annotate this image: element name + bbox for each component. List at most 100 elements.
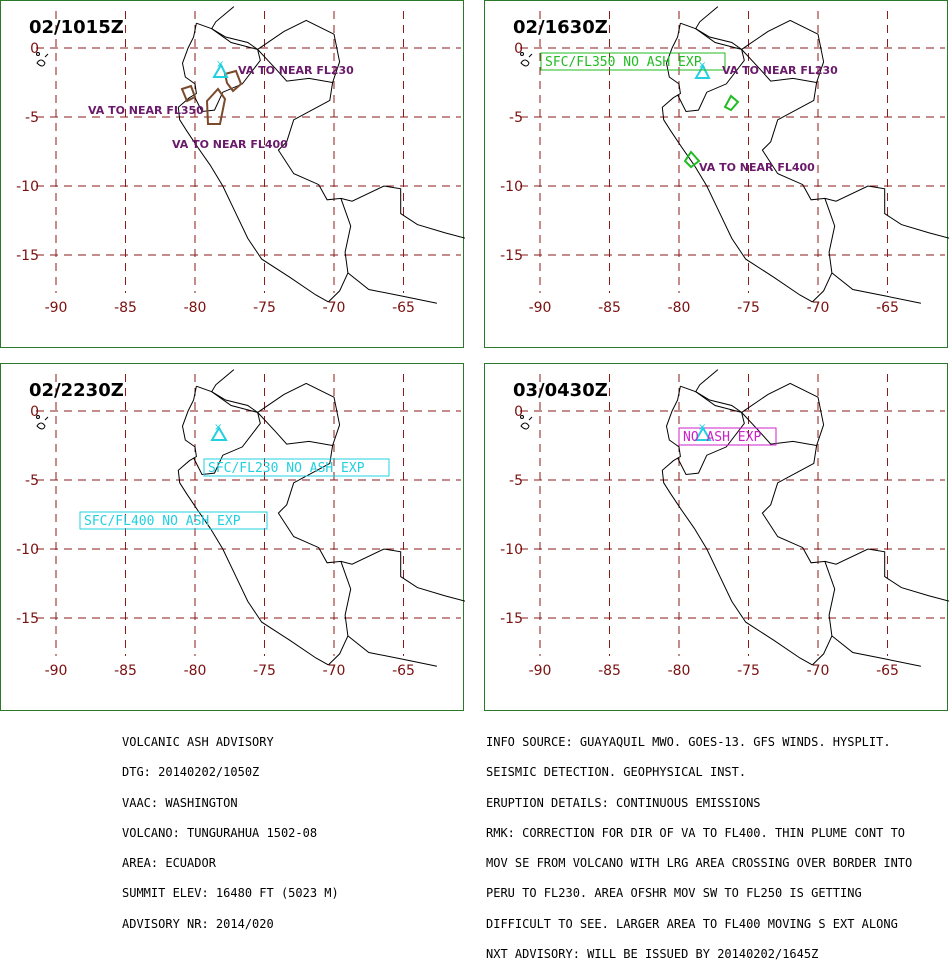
- y-tick-label: -5: [509, 110, 523, 126]
- advisory-remarks: INFO SOURCE: GUAYAQUIL MWO. GOES-13. GFS…: [486, 717, 912, 969]
- y-tick-label: -10: [500, 179, 523, 195]
- no-ash-label: NO ASH EXP: [683, 430, 761, 445]
- y-tick-label: -5: [509, 473, 523, 489]
- map-panel-2: -90 -85 -80 -75 -70 -65 0 -5 -10 -15 × SFC/FL350 …: [484, 0, 949, 348]
- galapagos-icon: [520, 52, 533, 67]
- no-ash-box: [540, 52, 726, 71]
- svg-text:×: ×: [698, 422, 706, 433]
- footer-line: ERUPTION DETAILS: CONTINUOUS EMISSIONS: [486, 795, 761, 810]
- ash-area-green: [683, 150, 701, 169]
- no-ash-box: [678, 427, 777, 446]
- map-2-canvas: -90 -85 -80 -75 -70 -65 0 -5 -10 -15 × SFC/FL350 …: [500, 6, 949, 316]
- map-1-canvas: -90 -85 -80 -75 -70 -65 0 -5 -10 -15 × VA TO NEAR…: [16, 6, 465, 316]
- x-tick-label: -85: [114, 300, 137, 316]
- x-tick-label: -75: [737, 300, 760, 316]
- volcano-triangle-icon: ×: [212, 59, 229, 78]
- no-ash-label: SFC/FL350 NO ASH EXP: [545, 55, 702, 70]
- no-ash-box: [203, 458, 390, 477]
- x-tick-label: -90: [529, 663, 552, 679]
- no-ash-label: SFC/FL400 NO ASH EXP: [84, 514, 241, 529]
- x-tick-label: -70: [323, 300, 346, 316]
- galapagos-icon: [520, 415, 533, 430]
- x-tick-label: -70: [323, 663, 346, 679]
- footer-line: VAAC: WASHINGTON: [122, 795, 238, 810]
- va-label: VA TO NEAR FL400: [172, 138, 288, 151]
- y-tick-label: 0: [30, 41, 39, 57]
- panel-time: 02/2230Z: [29, 380, 124, 401]
- x-tick-label: -75: [253, 300, 276, 316]
- coastline: [661, 6, 949, 304]
- ash-area-fl400: [205, 87, 227, 125]
- ash-area-fl350: [180, 84, 197, 103]
- galapagos-icon: [36, 415, 49, 430]
- panel-time: 03/0430Z: [513, 380, 608, 401]
- svg-text:×: ×: [698, 60, 706, 71]
- y-tick-label: 0: [514, 41, 523, 57]
- x-tick-label: -80: [668, 300, 691, 316]
- map-4-canvas: -90 -85 -80 -75 -70 -65 0 -5 -10 -15 × NO ASH EXP: [500, 369, 949, 679]
- x-tick-label: -90: [45, 300, 68, 316]
- grid-lines: -90 -85 -80 -75 -70 -65 0 -5 -10 -15: [500, 374, 945, 679]
- x-tick-label: -65: [876, 663, 899, 679]
- grid-lines: -90 -85 -80 -75 -70 -65 0 -5 -10 -15: [500, 11, 945, 316]
- x-tick-label: -70: [807, 663, 830, 679]
- y-tick-label: 0: [514, 404, 523, 420]
- volcano-triangle-icon: ×: [694, 60, 711, 79]
- y-tick-label: -5: [25, 110, 39, 126]
- map-panel-3: -90 -85 -80 -75 -70 -65 0 -5 -10 -15 × SFC/FL230 …: [0, 363, 465, 711]
- no-ash-box: [79, 511, 268, 530]
- x-tick-label: -65: [392, 663, 415, 679]
- galapagos-icon: [36, 52, 49, 67]
- y-tick-label: -15: [500, 611, 523, 627]
- coastline: [661, 369, 949, 667]
- va-label: VA TO NEAR FL230: [238, 64, 354, 77]
- x-tick-label: -65: [876, 300, 899, 316]
- va-label: VA TO NEAR FL230: [722, 64, 838, 77]
- map-3-canvas: -90 -85 -80 -75 -70 -65 0 -5 -10 -15 × SFC/FL230 …: [16, 369, 465, 679]
- y-tick-label: -10: [16, 542, 39, 558]
- svg-text:×: ×: [216, 59, 224, 70]
- svg-text:×: ×: [214, 422, 222, 433]
- y-tick-label: -5: [25, 473, 39, 489]
- volcano-triangle-icon: ×: [694, 422, 712, 441]
- grid-lines: -90 -85 -80 -75 -70 -65 0 -5 -10 -15: [16, 11, 461, 316]
- x-tick-label: -70: [807, 300, 830, 316]
- coastline: [177, 6, 465, 304]
- footer-line: VOLCANIC ASH ADVISORY: [122, 735, 274, 749]
- panel-time: 02/1015Z: [29, 17, 124, 38]
- footer-line: DTG: 20140202/1050Z: [122, 765, 260, 780]
- y-tick-label: -15: [16, 248, 39, 264]
- footer-line: SUMMIT ELEV: 16480 FT (5023 M): [122, 886, 339, 901]
- map-panel-1: -90 -85 -80 -75 -70 -65 0 -5 -10 -15 × VA TO NEAR…: [0, 0, 465, 348]
- x-tick-label: -90: [529, 300, 552, 316]
- x-tick-label: -80: [184, 300, 207, 316]
- x-tick-label: -85: [598, 300, 621, 316]
- grid-lines: -90 -85 -80 -75 -70 -65 0 -5 -10 -15: [16, 374, 461, 679]
- footer-line: DIFFICULT TO SEE. LARGER AREA TO FL400 M…: [486, 916, 898, 931]
- x-tick-label: -75: [737, 663, 760, 679]
- y-tick-label: -15: [16, 611, 39, 627]
- coastline: [177, 369, 465, 667]
- footer-line: PERU TO FL230. AREA OFSHR MOV SW TO FL25…: [486, 886, 862, 901]
- footer-line: ADVISORY NR: 2014/020: [122, 916, 274, 931]
- panel-time: 02/1630Z: [513, 17, 608, 38]
- va-label: VA TO NEAR FL350: [88, 104, 204, 117]
- footer-line: MOV SE FROM VOLCANO WITH LRG AREA CROSSI…: [486, 856, 913, 871]
- y-tick-label: -10: [500, 542, 523, 558]
- x-tick-label: -65: [392, 300, 415, 316]
- x-tick-label: -75: [253, 663, 276, 679]
- y-tick-label: -15: [500, 248, 523, 264]
- volcano-triangle-icon: ×: [210, 422, 228, 441]
- map-panel-4: -90 -85 -80 -75 -70 -65 0 -5 -10 -15 × NO ASH EXP…: [484, 363, 949, 711]
- no-ash-label: SFC/FL230 NO ASH EXP: [208, 461, 365, 476]
- va-label: VA TO NEAR FL400: [699, 161, 815, 174]
- x-tick-label: -80: [668, 663, 691, 679]
- footer-line: VOLCANO: TUNGURAHUA 1502-08: [122, 825, 318, 840]
- footer-line: INFO SOURCE: GUAYAQUIL MWO. GOES-13. GFS…: [486, 735, 891, 749]
- x-tick-label: -85: [114, 663, 137, 679]
- footer-line: NXT ADVISORY: WILL BE ISSUED BY 20140202…: [486, 947, 819, 962]
- ash-area-green: [723, 94, 740, 112]
- footer-line: AREA: ECUADOR: [122, 856, 216, 871]
- x-tick-label: -90: [45, 663, 68, 679]
- x-tick-label: -85: [598, 663, 621, 679]
